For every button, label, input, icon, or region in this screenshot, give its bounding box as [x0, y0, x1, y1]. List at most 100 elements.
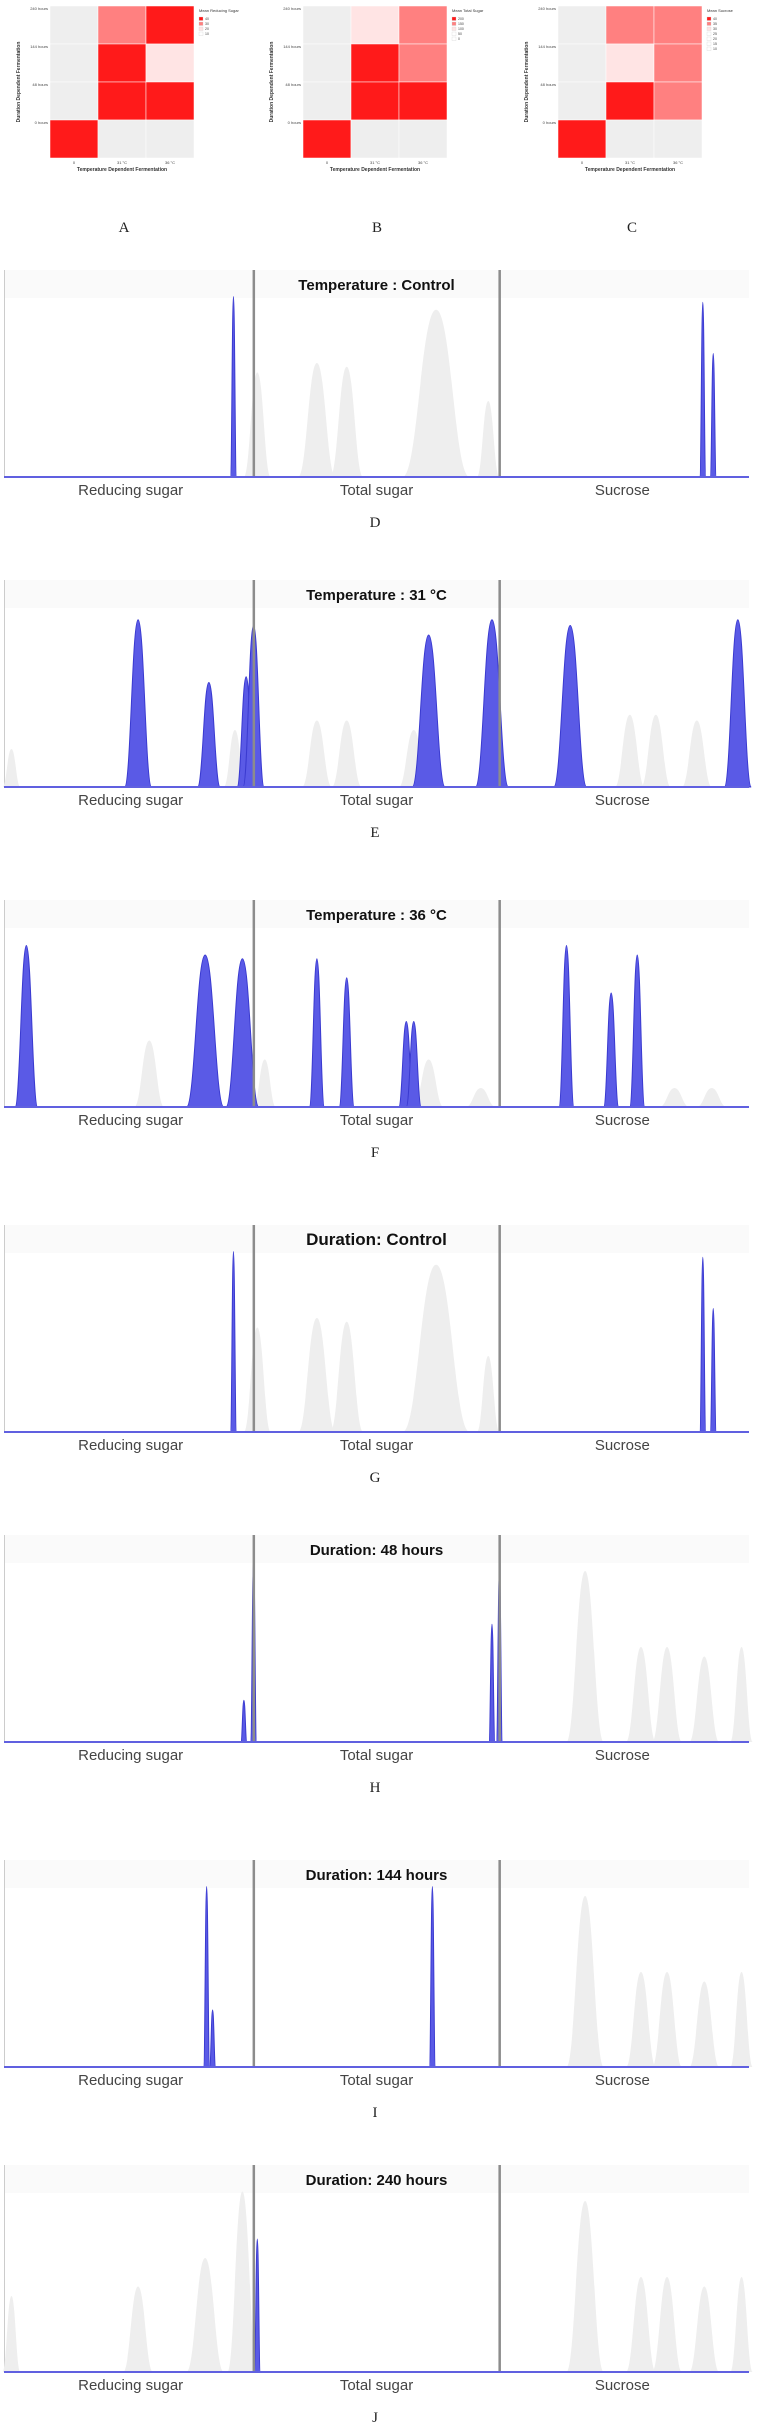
heatmap-ylabel: Duration Dependent Fermentation	[269, 42, 275, 123]
ghost-peak	[652, 1972, 682, 2067]
heatmap-legend-label: 25	[713, 32, 717, 36]
heatmap-legend-label: 15	[713, 42, 717, 46]
heatmap-cell	[605, 81, 655, 121]
header-band	[4, 1860, 749, 1888]
section-label: Total sugar	[340, 1437, 413, 1454]
heatmap-legend-swatch	[451, 36, 457, 41]
section-label: Sucrose	[595, 2072, 650, 2089]
section-divider	[498, 1535, 501, 1742]
heatmap-ytick: 0 hours	[288, 120, 301, 125]
header-band	[4, 270, 749, 298]
ghost-peak	[465, 1088, 496, 1107]
sugar-peak	[475, 619, 509, 788]
heatmap-cell	[398, 119, 448, 159]
ghost-peak	[243, 372, 271, 477]
heatmap-xtick: 31 °C	[370, 160, 380, 165]
heatmap-cell	[653, 5, 703, 45]
ghost-peak	[640, 714, 671, 787]
heatmap-xtick: 31 °C	[625, 160, 635, 165]
ghost-peak	[689, 1656, 720, 1742]
heatmap-legend-label: 20	[205, 27, 209, 31]
heatmap-legend-title: Mean Total Sugar	[452, 8, 484, 13]
section-divider	[252, 900, 256, 1107]
heatmap-cell	[605, 119, 655, 159]
chromatogram-panel: Temperature : 31 °C Reducing sugar Total s…	[0, 580, 760, 810]
section-label: Total sugar	[340, 2072, 413, 2089]
ghost-peak	[2, 2296, 21, 2372]
heatmap-cell	[145, 5, 195, 45]
ghost-peak	[331, 720, 362, 787]
ghost-peak	[186, 2258, 224, 2372]
ghost-peak	[659, 1088, 690, 1107]
heatmap-panel: Duration Dependent Fermentation 240 hours…	[12, 0, 242, 205]
heatmap-ytick: 0 hours	[35, 120, 48, 125]
heatmap-legend-swatch	[706, 41, 712, 46]
heatmap-cell	[557, 5, 607, 45]
heatmap-xtick: 0	[73, 160, 76, 165]
panel-letter: F	[370, 1145, 380, 1161]
sugar-peak	[14, 944, 39, 1108]
section-label: Reducing sugar	[78, 1112, 183, 1129]
chromatogram-panel: Duration: 144 hours Reducing sugar Total s…	[0, 1860, 760, 2090]
chromatogram-panel: Temperature : 36 °C Reducing sugar Total s…	[0, 900, 760, 1130]
heatmap-cell	[605, 43, 655, 83]
heatmap-cell	[398, 5, 448, 45]
heatmap-svg: Duration Dependent Fermentation 240 hours…	[269, 5, 484, 173]
section-divider	[252, 580, 256, 787]
sugar-peak	[229, 295, 237, 478]
heatmap-legend-label: 200	[458, 17, 464, 21]
section-label: Sucrose	[595, 2377, 650, 2394]
ghost-peak	[730, 1972, 753, 2067]
ghost-peak	[477, 401, 500, 477]
heatmap-legend-swatch	[451, 26, 457, 31]
heatmap-cell	[97, 119, 147, 159]
heatmap-legend-label: 0	[458, 37, 460, 41]
ghost-peak	[253, 1059, 276, 1107]
heatmap-ylabel: Duration Dependent Fermentation	[16, 42, 22, 123]
heatmap-svg: Duration Dependent Fermentation 240 hours…	[524, 5, 734, 173]
heatmap-legend-swatch	[198, 31, 204, 36]
ghost-peak	[614, 714, 645, 787]
heatmap-cell	[350, 43, 400, 83]
sugar-peak	[488, 1623, 496, 1743]
section-label: Reducing sugar	[78, 482, 183, 499]
panel-letter: H	[369, 1780, 381, 1796]
section-divider	[252, 270, 256, 477]
heatmap-cell	[302, 119, 352, 159]
sugar-peak	[253, 2238, 261, 2373]
sugar-peak	[553, 624, 588, 788]
heatmap-cell	[97, 5, 147, 45]
ghost-peak	[413, 1059, 444, 1107]
heatmap-cell	[302, 5, 352, 45]
heatmap-legend-swatch	[706, 46, 712, 51]
heatmap-ytick: 48 hours	[32, 82, 48, 87]
ghost-peak	[689, 2286, 720, 2372]
heatmap-legend-label: 40	[713, 17, 717, 21]
heatmap-cell	[350, 81, 400, 121]
sugar-peak	[197, 681, 221, 788]
heatmap-cell	[350, 119, 400, 159]
ghost-peak	[243, 1327, 271, 1432]
heatmap-legend-label: 30	[205, 22, 209, 26]
ghost-peak	[566, 2201, 604, 2372]
sugar-peak	[229, 1250, 237, 1433]
header-band	[4, 1535, 749, 1563]
heatmap-cell	[398, 81, 448, 121]
chart-title: Duration: Control	[306, 1230, 447, 1249]
ghost-peak	[681, 720, 712, 787]
sugar-peak	[411, 634, 446, 788]
sugar-peak	[699, 301, 707, 478]
sugar-peak	[603, 992, 620, 1108]
sugar-peak	[209, 2009, 217, 2068]
ghost-peak	[402, 309, 470, 477]
ghost-peak	[626, 1972, 656, 2067]
ghost-peak	[298, 1318, 336, 1432]
heatmap-cell	[350, 5, 400, 45]
chromatogram-svg: Temperature : Control Reducing sugar Total…	[4, 270, 749, 499]
heatmap-ytick: 144 hours	[538, 44, 556, 49]
heatmap-legend-swatch	[706, 21, 712, 26]
chart-title: Duration: 48 hours	[310, 1542, 443, 1559]
section-label: Sucrose	[595, 1437, 650, 1454]
heatmap-legend-swatch	[706, 26, 712, 31]
heatmap-cell	[653, 119, 703, 159]
